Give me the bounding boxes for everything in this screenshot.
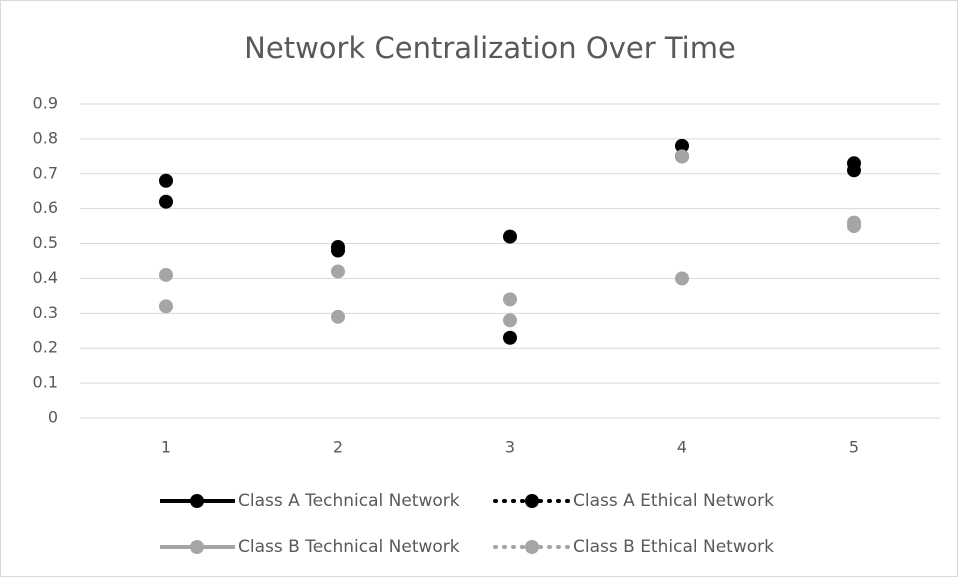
- point: [503, 313, 517, 328]
- y-tick-label: 0.3: [33, 303, 58, 322]
- legend-marker: [190, 494, 204, 508]
- y-tick-label: 0.4: [33, 268, 58, 287]
- x-tick-label: 5: [849, 438, 859, 457]
- chart-title: Network Centralization Over Time: [244, 31, 736, 65]
- legend-label: Class A Technical Network: [238, 491, 460, 511]
- point: [675, 138, 689, 153]
- y-tick-label: 0.6: [33, 198, 58, 217]
- point: [503, 330, 517, 345]
- point: [675, 149, 689, 164]
- y-tick-label: 0.9: [33, 94, 58, 113]
- x-tick-label: 1: [161, 438, 171, 457]
- legend-marker: [190, 540, 204, 554]
- point: [331, 309, 345, 324]
- point: [331, 264, 345, 279]
- y-tick-label: 0.8: [33, 128, 58, 147]
- x-tick-label: 4: [677, 438, 687, 457]
- y-tick-label: 0.5: [33, 233, 58, 252]
- point: [847, 156, 861, 171]
- legend-label: Class B Ethical Network: [573, 537, 774, 557]
- y-tick-label: 0.7: [33, 163, 58, 182]
- x-tick-label: 2: [333, 438, 343, 457]
- legend-marker: [525, 540, 539, 554]
- point: [503, 292, 517, 307]
- y-tick-label: 0: [48, 408, 58, 427]
- point: [847, 215, 861, 230]
- point: [331, 243, 345, 258]
- legend-label: Class A Ethical Network: [573, 491, 774, 511]
- y-tick-label: 0.1: [33, 373, 58, 392]
- point: [503, 229, 517, 244]
- point: [159, 267, 173, 282]
- point: [159, 194, 173, 209]
- point: [675, 271, 689, 286]
- y-tick-label: 0.2: [33, 338, 58, 357]
- x-tick-label: 3: [505, 438, 515, 457]
- legend-label: Class B Technical Network: [238, 537, 460, 557]
- legend-marker: [525, 494, 539, 508]
- point: [159, 299, 173, 314]
- point: [159, 173, 173, 188]
